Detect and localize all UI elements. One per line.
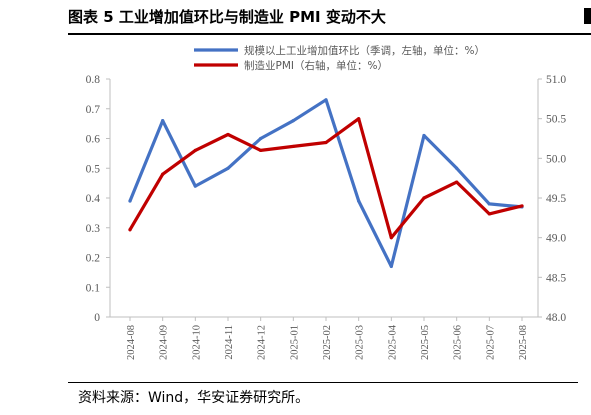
data-point-industrial-output — [455, 166, 459, 170]
title-rule — [68, 33, 591, 35]
x-tick-label: 2025-04 — [387, 324, 398, 360]
x-tick-label: 2024-10 — [191, 325, 202, 360]
x-tick-label: 2024-08 — [126, 325, 137, 360]
y-left-tick-label: 0 — [94, 312, 100, 324]
x-tick-label: 2025-08 — [518, 325, 529, 360]
data-point-industrial-output — [291, 119, 295, 123]
y-left-tick-label: 0.7 — [86, 104, 101, 116]
data-point-pmi — [487, 212, 491, 216]
x-tick-label: 2024-12 — [257, 325, 268, 360]
y-left-tick-label: 0.8 — [86, 74, 101, 86]
figure-title: 图表 5 工业增加值环比与制造业 PMI 变动不大 — [68, 8, 386, 26]
data-point-pmi — [193, 148, 197, 152]
data-point-pmi — [324, 140, 328, 145]
y-right-tick-label: 50.0 — [546, 153, 566, 165]
series-line-pmi — [128, 117, 524, 240]
data-point-pmi — [161, 172, 165, 176]
data-point-pmi — [389, 236, 393, 240]
y-right-tick-label: 49.5 — [546, 193, 566, 205]
y-right-tick-label: 49.0 — [546, 233, 566, 245]
data-point-industrial-output — [422, 133, 426, 138]
source-note: 资料来源：Wind，华安证券研究所。 — [78, 390, 310, 406]
legend-label: 制造业PMI（右轴，单位：%） — [244, 59, 388, 72]
y-left-tick-label: 0.2 — [86, 253, 101, 265]
data-point-industrial-output — [487, 202, 491, 206]
data-point-industrial-output — [161, 119, 165, 123]
x-tick-label: 2025-07 — [485, 325, 496, 360]
x-tick-label: 2025-01 — [289, 325, 300, 360]
data-point-industrial-output — [128, 199, 132, 203]
data-point-pmi — [357, 117, 361, 121]
data-point-industrial-output — [357, 199, 361, 203]
y-right-tick-label: 50.5 — [546, 114, 566, 126]
data-point-pmi — [259, 148, 263, 152]
y-right-tick-label: 48.5 — [546, 272, 566, 284]
data-point-pmi — [520, 204, 524, 208]
legend-label: 规模以上工业增加值环比（季调，左轴，单位：%） — [244, 44, 485, 57]
data-point-pmi — [128, 228, 132, 232]
data-point-pmi — [422, 196, 426, 200]
y-left-tick-label: 0.4 — [86, 193, 101, 205]
y-right-tick-label: 51.0 — [546, 74, 566, 86]
data-point-pmi — [455, 180, 459, 184]
data-point-pmi — [226, 132, 230, 137]
dual-axis-line-chart: 0 0.1 0.2 0.3 0.4 0.5 0.6 0.7 0.8 48.0 48.5 49.0 49.… — [86, 44, 567, 360]
series-line-industrial-output — [128, 98, 524, 268]
y-left-tick-label: 0.3 — [86, 223, 101, 235]
data-point-industrial-output — [324, 98, 328, 102]
y-left-tick-label: 0.5 — [86, 163, 101, 175]
data-point-industrial-output — [259, 136, 263, 141]
data-point-industrial-output — [193, 184, 197, 188]
data-point-industrial-output — [226, 166, 230, 170]
data-point-pmi — [291, 144, 295, 149]
x-tick-label: 2024-09 — [159, 325, 170, 360]
x-tick-label: 2025-02 — [322, 325, 333, 360]
corner-mark — [584, 8, 591, 24]
y-left-tick-label: 0.6 — [86, 134, 101, 146]
y-left-tick-label: 0.1 — [86, 282, 101, 294]
source-rule — [68, 382, 578, 383]
x-tick-label: 2024-11 — [224, 325, 235, 360]
y-right-tick-label: 48.0 — [546, 312, 566, 324]
x-tick-label: 2025-06 — [453, 325, 464, 360]
x-tick-label: 2025-05 — [420, 325, 431, 360]
x-tick-label: 2025-03 — [355, 325, 366, 360]
data-point-industrial-output — [389, 264, 393, 269]
